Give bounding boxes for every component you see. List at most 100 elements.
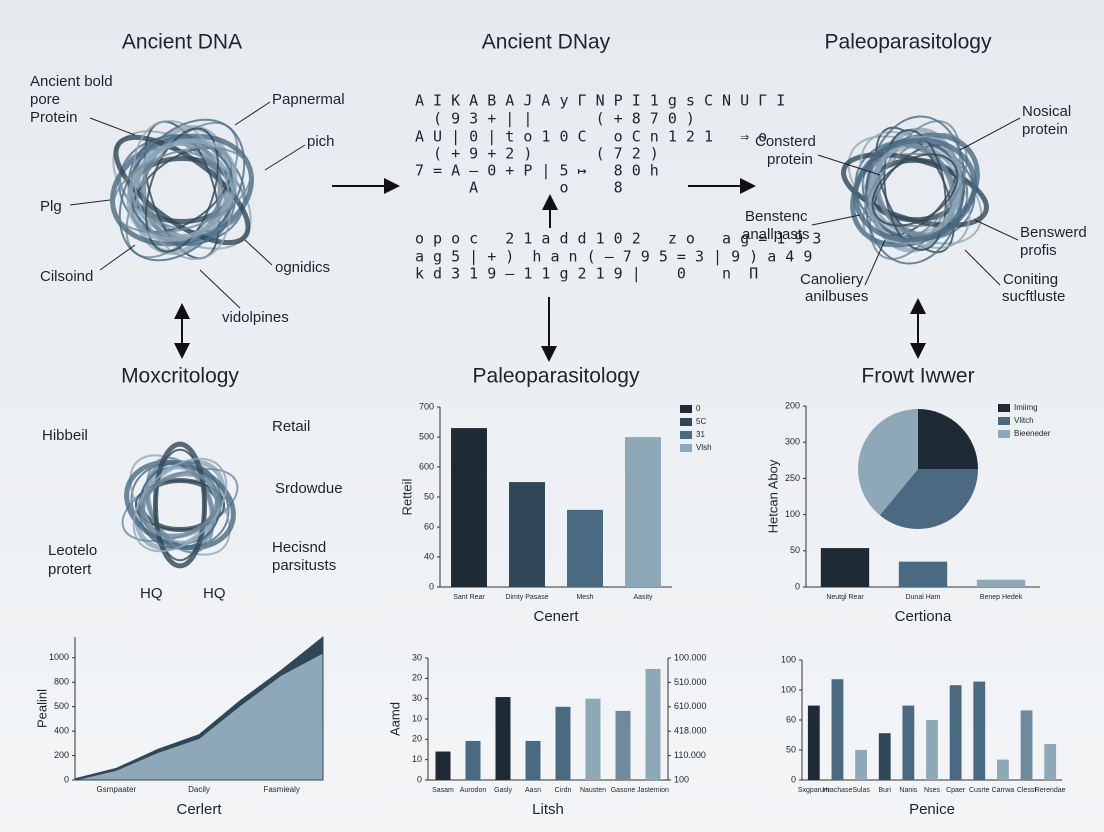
panel-title: Paleoparasitology: [825, 31, 992, 54]
ring: [869, 120, 961, 260]
x-tick-label: Sant Rear: [453, 594, 485, 601]
ring: [841, 152, 989, 228]
y-tick-label: 60: [786, 714, 796, 724]
pointer: [959, 117, 1021, 151]
x-tick-label: Gasly: [494, 787, 512, 794]
label: vidolpines: [222, 309, 289, 326]
label: protein: [767, 151, 813, 168]
x-tick-label: Buri: [879, 787, 892, 794]
y-tick-label: 250: [785, 473, 800, 483]
label: protert: [48, 561, 92, 578]
bar: [615, 710, 631, 780]
y-tick-label: 50: [786, 744, 796, 754]
sequence-line: ( + 9 + 2 ) ( 7 2 ): [415, 145, 659, 163]
x-tick-label: Jastemion: [637, 787, 669, 794]
y-axis-label: Retteil: [399, 478, 414, 515]
x-tick-label: Neutgl Rear: [826, 594, 864, 601]
legend-swatch: [680, 431, 692, 439]
pointer: [811, 214, 861, 226]
ring: [140, 471, 220, 539]
y2-tick-label: 100: [674, 774, 689, 784]
x-tick-label: Aurodon: [460, 787, 487, 794]
ring: [883, 129, 947, 251]
pie-slice: [918, 409, 978, 469]
x-tick-label: Aasity: [633, 594, 653, 601]
ring: [862, 133, 968, 247]
ring: [126, 138, 238, 242]
legend-label: 0: [696, 404, 701, 413]
label: Leotelo: [48, 542, 97, 559]
ring: [132, 457, 228, 553]
y-tick-label: 600: [419, 461, 434, 471]
legend-swatch: [680, 405, 692, 413]
bar: [451, 428, 487, 587]
sequence: A I K A B A J A y Γ N P I 1 g s C N U Γ …: [415, 92, 821, 283]
ring: [145, 127, 219, 253]
sequence-line: A I K A B A J A y Γ N P I 1 g s C N U Γ …: [415, 92, 785, 110]
pointer: [89, 117, 136, 136]
bar: [435, 751, 451, 780]
y2-tick-label: 110.000: [674, 750, 706, 760]
label: Ancient bold: [30, 73, 113, 90]
bar: [949, 685, 962, 780]
bar: [1020, 710, 1033, 780]
ring: [145, 456, 215, 554]
bar: [898, 561, 948, 587]
panel-title: Ancient DNay: [482, 31, 611, 54]
x-tick-label: Cirdn: [555, 787, 572, 794]
ring: [113, 134, 251, 246]
bar: [555, 706, 571, 780]
y-axis-label: Aamd: [387, 702, 402, 736]
pointer: [199, 269, 241, 309]
ring: [132, 119, 232, 261]
y-tick-label: 500: [419, 431, 434, 441]
bar: [902, 705, 915, 780]
x-tick-label: Nanis: [899, 787, 917, 794]
bar: [645, 668, 661, 780]
label: Hecisnd: [272, 539, 326, 556]
ring: [127, 133, 237, 247]
bar: [855, 750, 867, 780]
bar: [567, 509, 603, 587]
pointer: [69, 199, 111, 206]
bar: [509, 482, 545, 587]
y-tick-label: 100: [781, 654, 796, 664]
pie-slice: [858, 409, 918, 516]
legend-label: 5C: [696, 417, 706, 426]
label: Benstenc: [745, 208, 808, 225]
x-tick-label: Clesst: [1017, 787, 1037, 794]
x-tick-label: Mesh: [576, 594, 593, 601]
x-tick-label: Gsmpaater: [97, 785, 137, 794]
x-tick-label: Sulas: [852, 787, 870, 794]
y-tick-label: 10: [412, 713, 422, 723]
pointer: [99, 244, 136, 271]
label: profis: [1020, 242, 1057, 259]
pie-slice: [879, 469, 979, 529]
ring: [118, 118, 246, 262]
sequence-line: a g 5 | + ) h a n ( – 7 9 5 = 3 | 9 ) a …: [415, 248, 812, 266]
y-tick-label: 300: [785, 437, 800, 447]
ring: [138, 460, 222, 550]
bar: [525, 740, 541, 780]
y-tick-label: 50: [790, 545, 800, 555]
label: parsitusts: [272, 557, 336, 574]
x-tick-label: Cpaer: [946, 787, 966, 794]
label: Nosical: [1022, 103, 1071, 120]
label: Canoliery: [800, 271, 864, 288]
legend-label: 31: [696, 430, 705, 439]
pointer: [974, 219, 1019, 241]
y-tick-label: 500: [54, 701, 69, 711]
legend-label: Vlsh: [696, 443, 712, 452]
x-tick-label: Rerendae: [1035, 787, 1066, 794]
y-tick-label: 0: [429, 581, 434, 591]
y-tick-label: 60: [424, 521, 434, 531]
x-axis-label: Litsh: [532, 801, 564, 818]
legend-swatch: [998, 417, 1010, 425]
pointer: [864, 239, 886, 286]
label: anallpasts: [742, 226, 810, 243]
label: Hibbeil: [42, 427, 88, 444]
x-tick-label: Sxgparum: [798, 787, 830, 794]
y-tick-label: 1000: [49, 652, 69, 662]
bar: [807, 705, 820, 780]
ring: [124, 459, 236, 551]
